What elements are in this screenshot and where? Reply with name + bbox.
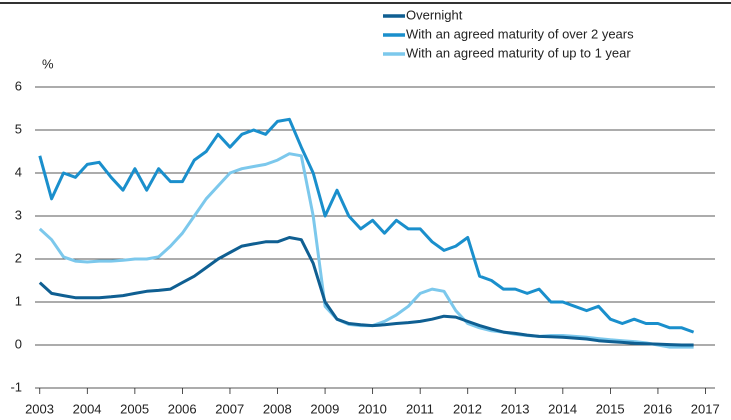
x-tick-label: 2007: [215, 401, 244, 416]
x-tick-label: 2017: [691, 401, 720, 416]
legend-label: With an agreed maturity of over 2 years: [406, 26, 634, 41]
x-tick-label: 2005: [120, 401, 149, 416]
y-tick-label: 6: [15, 78, 22, 93]
x-tick-label: 2008: [263, 401, 292, 416]
x-tick-label: 2006: [168, 401, 197, 416]
x-tick-label: 2015: [596, 401, 625, 416]
y-tick-label: 1: [15, 293, 22, 308]
legend-label: With an agreed maturity of up to 1 year: [406, 45, 631, 60]
y-tick-label: 0: [15, 336, 22, 351]
x-tick-label: 2004: [73, 401, 102, 416]
y-tick-label: 4: [15, 164, 22, 179]
y-tick-label: 3: [15, 207, 22, 222]
x-tick-label: 2009: [310, 401, 339, 416]
x-tick-label: 2011: [406, 401, 434, 416]
x-tick-label: 2012: [453, 401, 482, 416]
x-tick-label: 2013: [501, 401, 530, 416]
y-tick-label: 5: [15, 121, 22, 136]
x-tick-label: 2014: [548, 401, 577, 416]
y-tick-label: -1: [10, 379, 22, 394]
x-tick-label: 2010: [358, 401, 387, 416]
line-series: [38, 236, 694, 347]
line-series: [38, 117, 695, 334]
x-tick-label: 2016: [643, 401, 672, 416]
y-tick-label: 2: [15, 250, 22, 265]
y-axis-label: %: [42, 56, 54, 71]
line-series: [38, 152, 694, 349]
x-tick-label: 2003: [25, 401, 54, 416]
legend-label: Overnight: [406, 7, 463, 22]
